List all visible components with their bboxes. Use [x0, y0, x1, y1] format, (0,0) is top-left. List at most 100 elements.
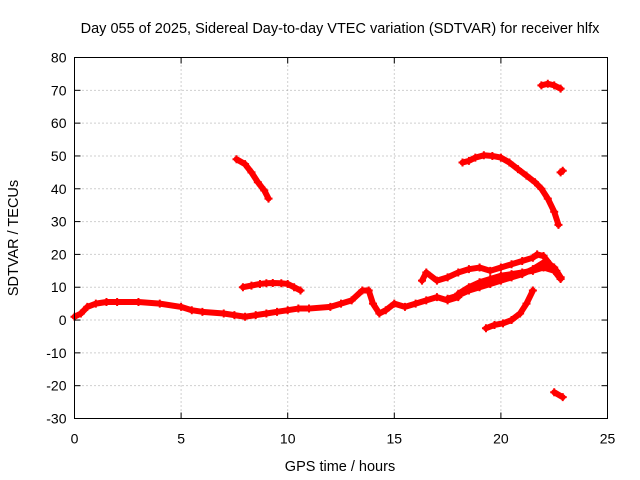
series-track-high-descent [232, 155, 273, 203]
grid-lines [74, 57, 608, 419]
data-point [539, 263, 548, 272]
data-point [550, 266, 559, 275]
y-tick-label: 80 [51, 50, 67, 66]
data-point [486, 266, 495, 275]
y-tick-label: 10 [51, 279, 67, 295]
data-point [554, 220, 563, 229]
data-point [273, 307, 282, 316]
data-point [251, 311, 260, 320]
data-point [198, 307, 207, 316]
data-point [443, 273, 452, 282]
data-point [496, 271, 505, 280]
data-point [418, 276, 427, 285]
data-point [219, 309, 228, 318]
series-track-isolated-70 [537, 79, 565, 93]
data-point [290, 283, 299, 292]
data-point [230, 311, 239, 320]
data-point [543, 79, 552, 88]
series-line [482, 287, 536, 332]
data-point [283, 306, 292, 315]
data-point [283, 279, 292, 288]
data-point [232, 155, 241, 164]
data-point [253, 178, 262, 187]
data-point [134, 297, 143, 306]
x-tick-label: 20 [493, 431, 509, 447]
data-point [507, 270, 516, 279]
data-point [326, 302, 335, 311]
data-point [516, 309, 525, 318]
y-axis-label: SDTVAR / TECUs [6, 180, 22, 296]
data-point [260, 186, 269, 195]
series-track-main [70, 286, 463, 321]
data-point [537, 81, 546, 90]
data-point [464, 265, 473, 274]
data-point [486, 275, 495, 284]
data-point [528, 286, 537, 295]
y-tick-label: 30 [51, 214, 67, 230]
data-point [91, 299, 100, 308]
data-point [558, 393, 567, 402]
series-line [459, 152, 562, 228]
x-axis-label: GPS time / hours [285, 459, 395, 475]
y-tick-label: 20 [51, 246, 67, 262]
data-point [400, 302, 409, 311]
y-tick-label: 60 [51, 115, 67, 131]
data-point [432, 293, 441, 302]
data-point [247, 281, 256, 290]
x-tick-label: 5 [177, 431, 185, 447]
y-tick-label: -10 [46, 345, 66, 361]
data-point [432, 276, 441, 285]
data-point [422, 296, 431, 305]
data-point [556, 275, 565, 284]
series-track-upper-rise [418, 250, 565, 285]
data-point [296, 286, 305, 295]
data-point [528, 253, 537, 262]
data-point [102, 297, 111, 306]
data-point [113, 297, 122, 306]
data-point [454, 268, 463, 277]
data-point [528, 266, 537, 275]
data-point [381, 306, 390, 315]
axis-ticks: 0 5 10 15 20 25 -30 -20 -10 0 10 20 30 40 50 60 70 80 [46, 50, 615, 447]
data-point [411, 299, 420, 308]
data-point [76, 309, 85, 318]
data-point [550, 207, 559, 216]
data-point [364, 286, 373, 295]
series-track-band-b [454, 263, 565, 298]
data-point [475, 263, 484, 272]
data-point [558, 166, 567, 175]
data-point [241, 160, 250, 169]
data-point [481, 324, 490, 333]
data-point [294, 304, 303, 313]
data-point [518, 268, 527, 277]
data-point [556, 84, 565, 93]
x-tick-label: 10 [280, 431, 296, 447]
y-tick-label: 50 [51, 148, 67, 164]
y-tick-label: -20 [46, 378, 66, 394]
data-series [70, 79, 567, 402]
data-point [471, 153, 480, 162]
data-point [522, 299, 531, 308]
series-track-morning-arc [238, 278, 305, 295]
data-point [550, 388, 559, 397]
data-point [496, 153, 505, 162]
y-tick-label: 0 [59, 312, 67, 328]
data-point [496, 263, 505, 272]
plot-area-frame [74, 57, 608, 419]
data-point [507, 260, 516, 269]
data-point [499, 319, 508, 328]
data-point [375, 309, 384, 318]
data-point [187, 306, 196, 315]
data-point [390, 299, 399, 308]
data-point [443, 294, 452, 303]
data-point [507, 316, 516, 325]
data-point [241, 312, 250, 321]
data-point [537, 184, 546, 193]
data-point [513, 165, 522, 174]
data-point [543, 194, 552, 203]
series-track-isolated-neg22 [550, 388, 567, 402]
data-point [268, 278, 277, 287]
data-point [464, 156, 473, 165]
x-tick-label: 15 [387, 431, 403, 447]
